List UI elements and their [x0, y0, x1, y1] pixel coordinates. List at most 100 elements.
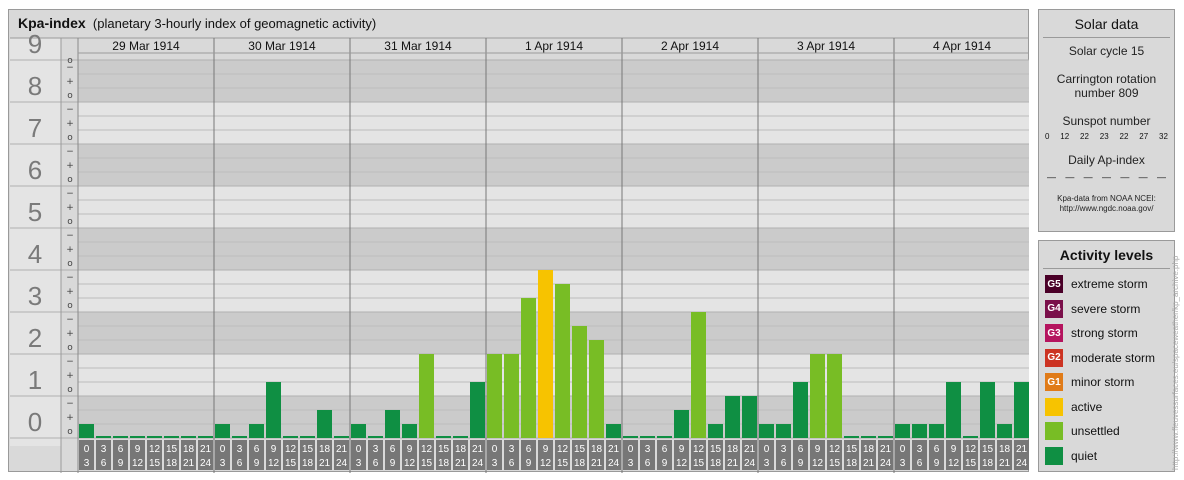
kp-band-1	[78, 354, 1029, 396]
kp-minor-axis-label: o	[67, 175, 73, 185]
interval-label-box	[470, 440, 485, 470]
interval-label-box	[997, 440, 1012, 470]
kp-band-4	[78, 228, 1029, 270]
interval-end-label: 15	[965, 458, 977, 469]
kp-band-3	[78, 270, 1029, 312]
interval-end-label: 9	[526, 458, 532, 469]
kp-minor-axis-label: o	[67, 133, 73, 143]
interval-end-label: 21	[863, 458, 875, 469]
interval-label-box	[419, 440, 434, 470]
interval-label-box	[436, 440, 451, 470]
interval-start-label: 0	[900, 444, 906, 455]
interval-start-label: 3	[645, 444, 651, 455]
interval-start-label: 12	[285, 444, 297, 455]
interval-label-box	[504, 440, 519, 470]
day-label: 29 Mar 1914	[112, 39, 180, 53]
kp-bar	[997, 424, 1012, 438]
interval-end-label: 9	[254, 458, 260, 469]
kp-bar	[555, 283, 570, 438]
interval-label-box	[980, 440, 995, 470]
interval-start-label: 12	[149, 444, 161, 455]
interval-end-label: 3	[764, 458, 770, 469]
kp-bar	[504, 354, 519, 438]
interval-label-box	[283, 440, 298, 470]
interval-label-box	[963, 440, 978, 470]
kp-minor-axis-label: −	[66, 273, 74, 283]
interval-label-box	[708, 440, 723, 470]
interval-end-label: 9	[934, 458, 940, 469]
interval-label-box	[640, 440, 655, 470]
interval-label-box	[232, 440, 247, 470]
interval-start-label: 18	[319, 444, 331, 455]
kp-bar	[317, 409, 332, 438]
interval-start-label: 18	[591, 444, 603, 455]
kp-bar	[946, 382, 961, 438]
interval-start-label: 3	[781, 444, 787, 455]
kp-bar	[249, 424, 264, 438]
interval-label-box	[606, 440, 621, 470]
interval-end-label: 9	[118, 458, 124, 469]
interval-label-box	[657, 440, 672, 470]
kp-bar	[674, 409, 689, 438]
interval-label-box	[776, 440, 791, 470]
interval-label-box	[215, 440, 230, 470]
kp-bar	[164, 436, 179, 438]
kp-bar	[300, 436, 315, 438]
interval-start-label: 6	[934, 444, 940, 455]
interval-label-box	[147, 440, 162, 470]
kp-bar	[232, 436, 247, 438]
kp-bar	[113, 436, 128, 438]
carrington-rotation-line1: Carrington rotation	[1056, 72, 1157, 86]
kp-minor-axis-label: −	[66, 231, 74, 241]
kp-minor-axis-label: −	[66, 105, 74, 115]
kp-bar	[453, 436, 468, 438]
sunspot-values: 0 12 22 23 22 27 32	[1039, 132, 1174, 141]
interval-label-box	[1014, 440, 1029, 470]
day-label: 4 Apr 1914	[933, 39, 991, 53]
interval-end-label: 21	[591, 458, 603, 469]
solar-data-title: Solar data	[1043, 10, 1170, 38]
day-label: 30 Mar 1914	[248, 39, 316, 53]
interval-end-label: 3	[356, 458, 362, 469]
interval-start-label: 21	[1016, 444, 1028, 455]
interval-start-label: 9	[135, 444, 141, 455]
kp-bar	[606, 424, 621, 438]
kp-bar	[283, 436, 298, 438]
kp-bar	[963, 436, 978, 438]
kp-axis-column	[10, 38, 61, 446]
kp-axis-label: 6	[28, 155, 42, 185]
interval-label-box	[827, 440, 842, 470]
kp-bar	[725, 396, 740, 438]
interval-start-label: 0	[764, 444, 770, 455]
interval-end-label: 6	[645, 458, 651, 469]
interval-label-box	[912, 440, 927, 470]
interval-label-box	[810, 440, 825, 470]
kp-bar	[1014, 382, 1029, 438]
kp-bar	[368, 436, 383, 438]
kp-bar	[623, 436, 638, 438]
interval-start-label: 9	[815, 444, 821, 455]
interval-end-label: 12	[268, 458, 280, 469]
interval-label-box	[385, 440, 400, 470]
interval-end-label: 9	[390, 458, 396, 469]
interval-end-label: 9	[798, 458, 804, 469]
legend-item-minor-storm: G1 minor storm	[1045, 373, 1134, 391]
kp-bar	[827, 354, 842, 438]
interval-end-label: 12	[540, 458, 552, 469]
kp-bar	[895, 424, 910, 438]
interval-end-label: 6	[509, 458, 515, 469]
interval-label-box	[164, 440, 179, 470]
interval-label-box	[317, 440, 332, 470]
kp-minor-axis-label: +	[66, 413, 74, 423]
ap-index-value: —	[1101, 172, 1111, 182]
interval-start-label: 21	[472, 444, 484, 455]
interval-start-label: 3	[101, 444, 107, 455]
interval-label-box	[334, 440, 349, 470]
interval-label-box	[725, 440, 740, 470]
kp-bar	[861, 436, 876, 438]
kp-bar	[181, 436, 196, 438]
kp-bar	[878, 436, 893, 438]
interval-end-label: 24	[608, 458, 620, 469]
interval-end-label: 24	[336, 458, 348, 469]
interval-label-box	[79, 440, 94, 470]
